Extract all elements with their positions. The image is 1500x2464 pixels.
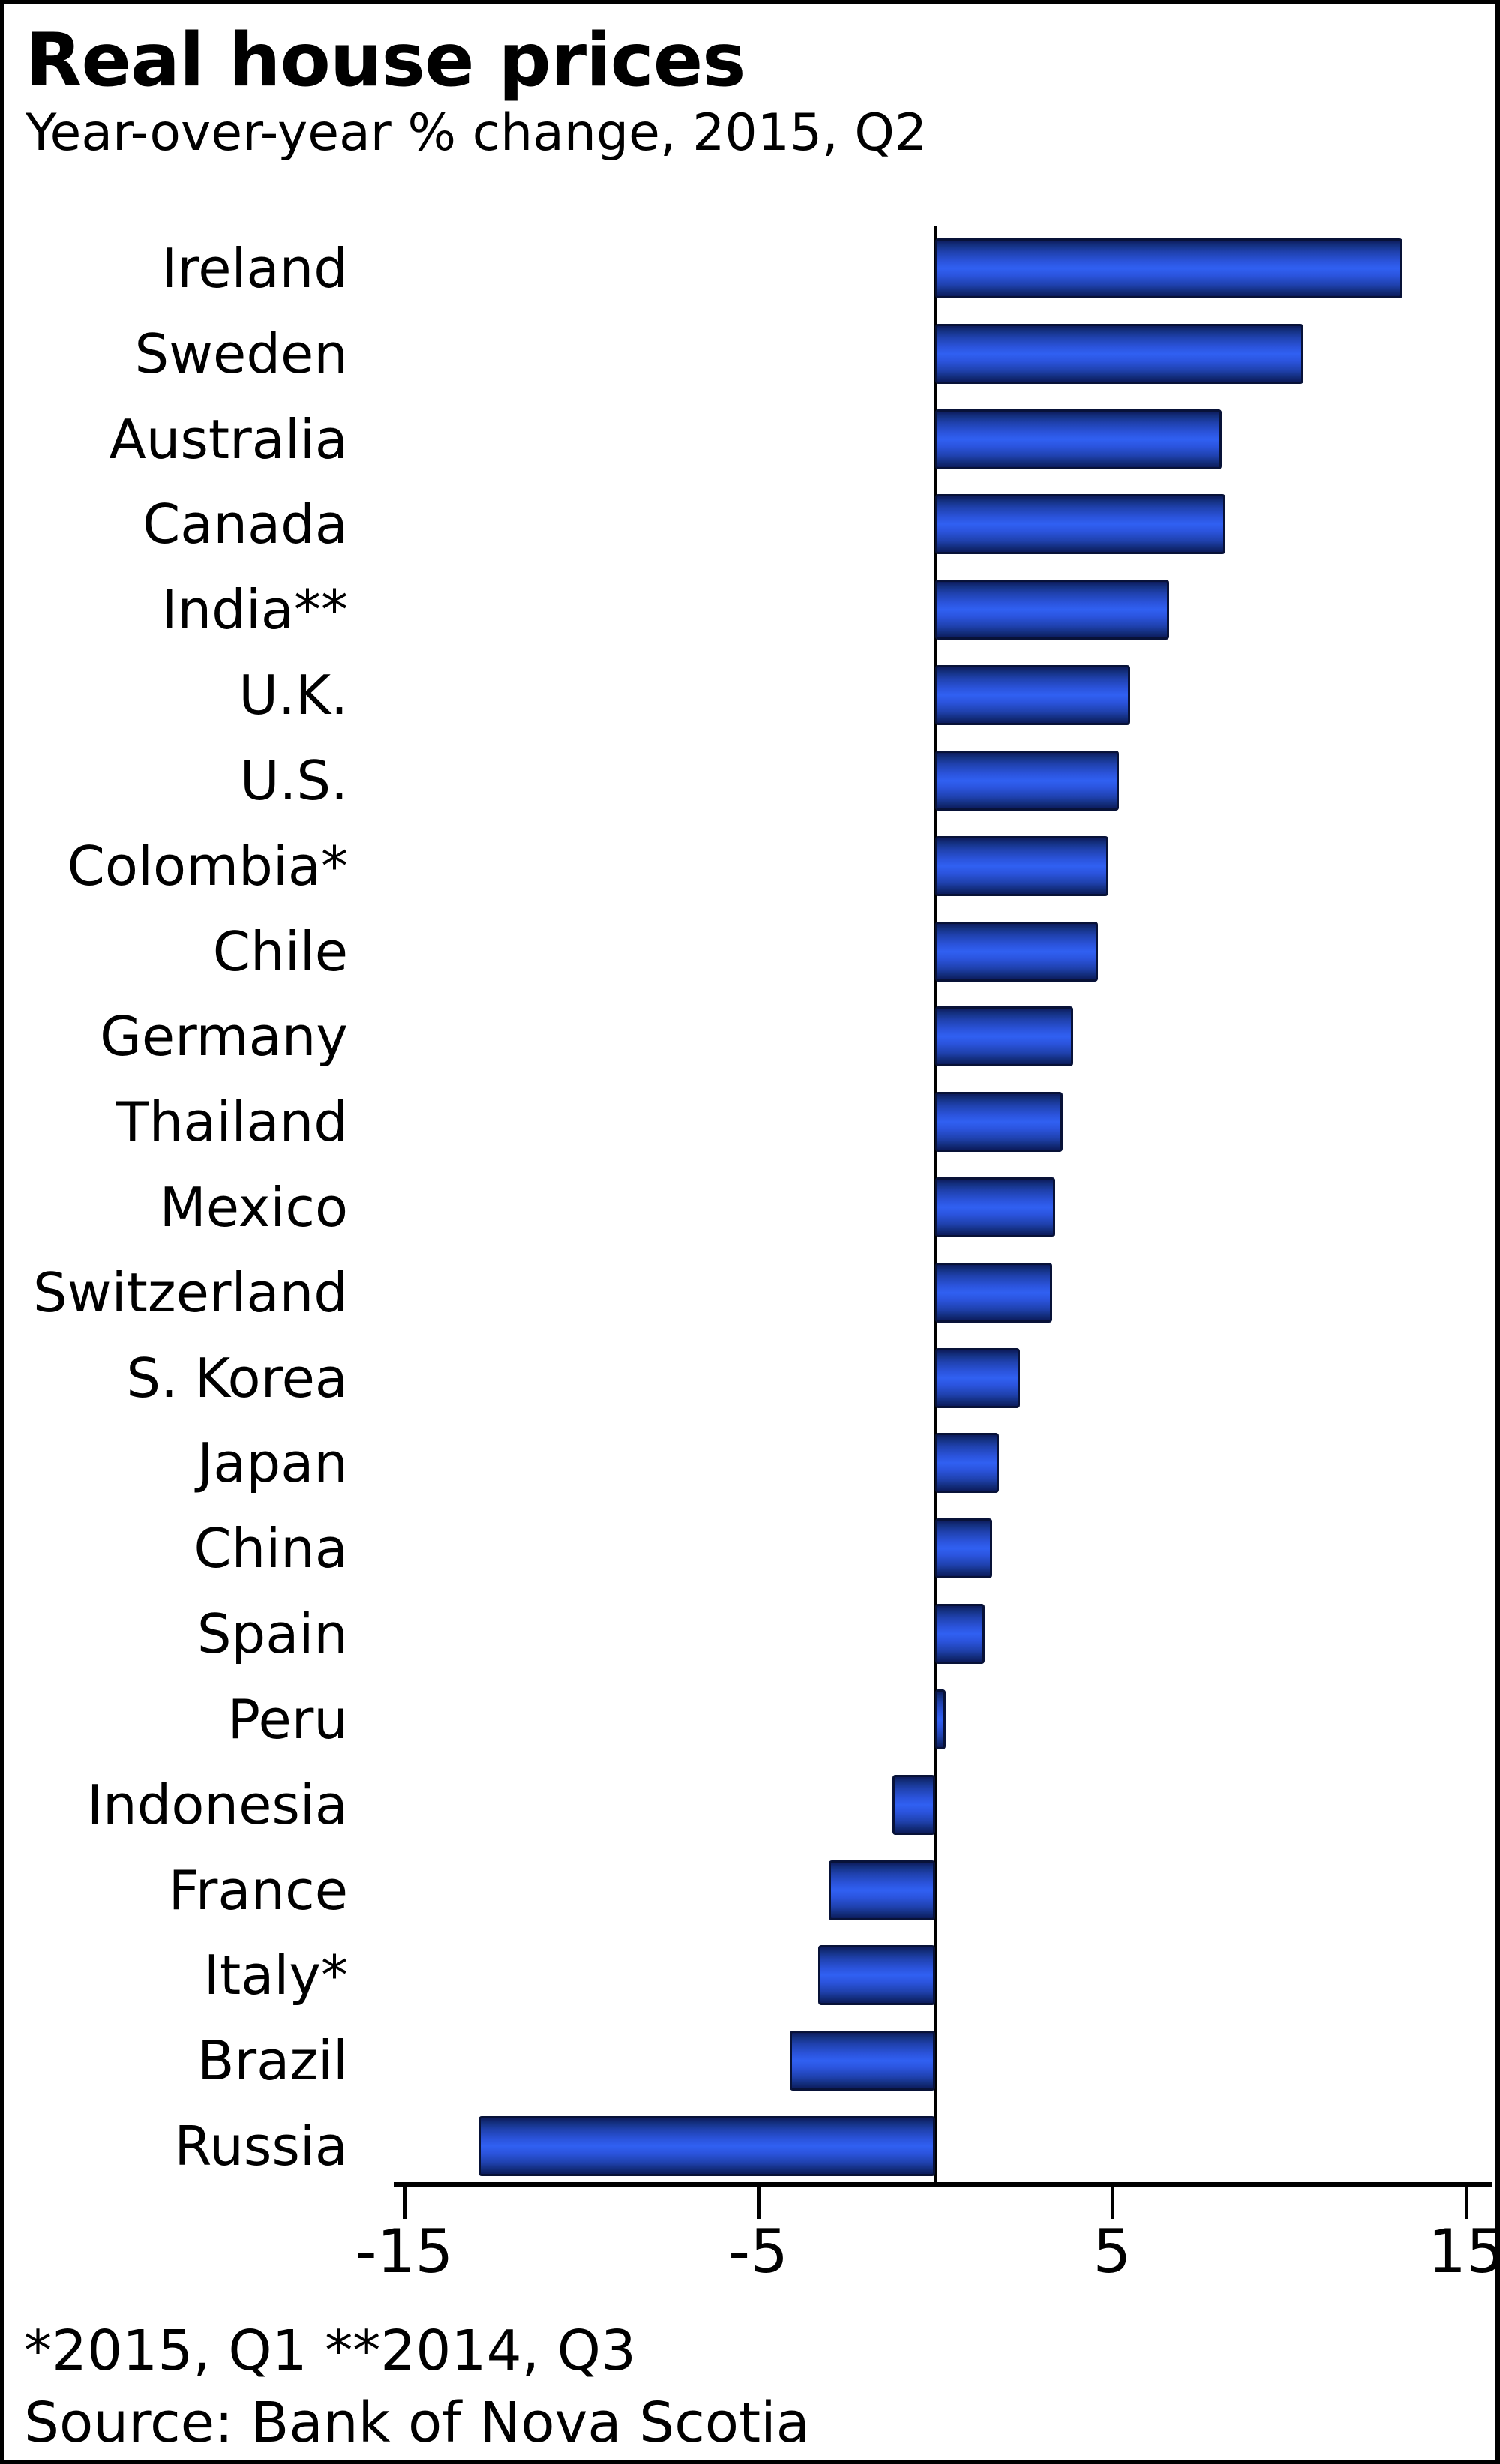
- country-label-spain: Spain: [196, 1602, 348, 1665]
- country-label-japan: Japan: [197, 1431, 348, 1494]
- country-label-colombia: Colombia*: [67, 835, 348, 898]
- bar-colombia: [935, 836, 1108, 896]
- country-label-peru: Peru: [227, 1688, 348, 1751]
- bar-switzerland: [935, 1263, 1052, 1323]
- x-axis-tick-label-neg5: -5: [728, 2217, 788, 2286]
- x-axis-tick-label-5: 5: [1093, 2217, 1132, 2286]
- country-label-sweden: Sweden: [134, 322, 348, 385]
- bar-australia: [935, 409, 1222, 469]
- country-label-brazil: Brazil: [197, 2029, 348, 2092]
- bar-thailand: [935, 1092, 1063, 1152]
- country-label-switzerland: Switzerland: [33, 1261, 348, 1324]
- x-axis-tick-5: [1111, 2187, 1114, 2219]
- footnote: *2015, Q1 **2014, Q3: [24, 2319, 636, 2383]
- bar-russia: [478, 2116, 935, 2176]
- country-label-u-k: U.K.: [238, 664, 348, 727]
- x-axis-tick-neg5: [757, 2187, 760, 2219]
- bar-india: [935, 580, 1169, 640]
- country-label-germany: Germany: [100, 1005, 348, 1068]
- bar-indonesia: [892, 1775, 935, 1835]
- country-label-canada: Canada: [142, 493, 348, 556]
- bar-u-k: [935, 665, 1130, 725]
- x-axis-tick-neg15: [403, 2187, 406, 2219]
- page-title: Real house prices: [26, 18, 746, 103]
- country-label-u-s: U.S.: [239, 749, 348, 812]
- country-label-s-korea: S. Korea: [126, 1347, 348, 1410]
- bar-japan: [935, 1433, 999, 1493]
- country-label-china: China: [194, 1517, 348, 1580]
- country-label-australia: Australia: [109, 408, 348, 471]
- bar-mexico: [935, 1177, 1055, 1237]
- bar-canada: [935, 494, 1226, 554]
- source-note: Source: Bank of Nova Scotia: [24, 2391, 810, 2455]
- bar-italy: [818, 1945, 935, 2005]
- bar-sweden: [935, 324, 1304, 384]
- country-label-mexico: Mexico: [159, 1176, 348, 1239]
- bar-brazil: [790, 2031, 935, 2091]
- country-label-chile: Chile: [212, 920, 348, 983]
- bar-chile: [935, 922, 1098, 982]
- bar-u-s: [935, 751, 1119, 811]
- bar-china: [935, 1518, 992, 1578]
- x-axis-line: [394, 2182, 1492, 2187]
- x-axis-tick-label-neg15: -15: [355, 2217, 454, 2286]
- bar-ireland: [935, 238, 1402, 298]
- bar-s-korea: [935, 1348, 1020, 1408]
- country-label-ireland: Ireland: [160, 237, 348, 300]
- country-label-indonesia: Indonesia: [86, 1773, 348, 1836]
- country-label-russia: Russia: [174, 2115, 348, 2178]
- chart-subtitle: Year-over-year % change, 2015, Q2: [26, 103, 928, 163]
- country-label-france: France: [168, 1859, 348, 1922]
- x-axis-tick-label-15: 15: [1428, 2217, 1500, 2286]
- country-label-india: India**: [161, 578, 348, 641]
- country-label-thailand: Thailand: [116, 1090, 348, 1153]
- bar-germany: [935, 1006, 1073, 1066]
- x-axis-tick-15: [1465, 2187, 1468, 2219]
- country-label-italy: Italy*: [203, 1944, 348, 2007]
- bar-spain: [935, 1604, 985, 1664]
- bar-peru: [935, 1689, 946, 1749]
- bar-france: [829, 1860, 935, 1920]
